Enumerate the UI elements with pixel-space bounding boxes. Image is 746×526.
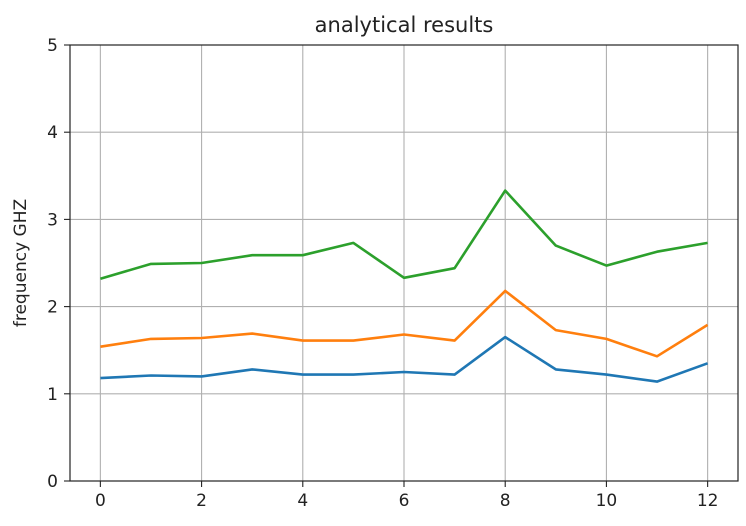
x-tick-label: 0 [95,491,106,511]
x-tick-label: 2 [196,491,207,511]
y-tick-label: 3 [47,210,58,230]
chart-title: analytical results [315,13,494,37]
y-axis: 0 1 2 3 4 5 [47,36,70,492]
y-tick-label: 5 [47,36,58,56]
x-tick-label: 4 [297,491,308,511]
y-tick-label: 0 [47,472,58,492]
series-line-1 [100,335,709,383]
y-tick-label: 1 [47,385,58,405]
series-line-3 [100,189,708,280]
x-tick-label: 6 [399,491,410,511]
y-tick-label: 4 [47,123,58,143]
y-tick-label: 2 [47,298,58,318]
series-line-2 [100,289,709,358]
series-layer [100,189,709,383]
x-tick-label: 10 [596,491,618,511]
x-axis: 0 2 4 6 8 10 12 [95,481,719,511]
y-axis-label: frequency GHZ [11,199,31,327]
x-tick-label: 8 [500,491,511,511]
x-tick-label: 12 [697,491,719,511]
